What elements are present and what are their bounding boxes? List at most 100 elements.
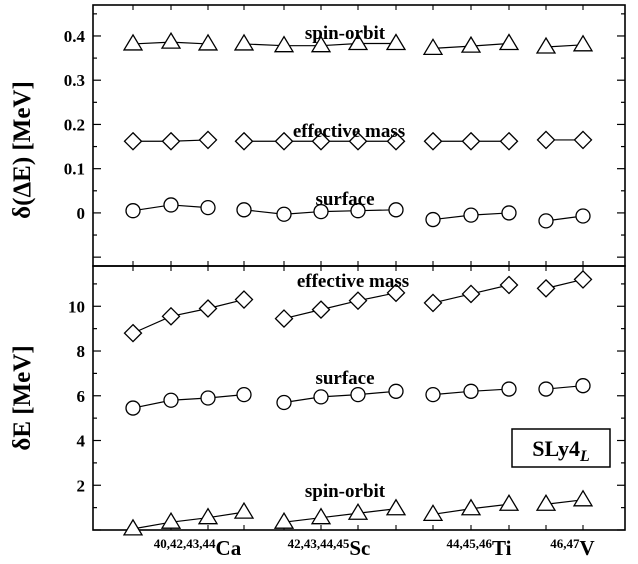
x-tick-label-sc: 42,43,44,45Sc bbox=[288, 536, 371, 560]
data-point-effective-mass bbox=[499, 131, 519, 151]
series-line-surface bbox=[283, 390, 397, 404]
panel-2-frame bbox=[92, 265, 626, 531]
y-tick-label: 2 bbox=[77, 476, 86, 495]
data-point-spin-orbit bbox=[460, 35, 482, 53]
y-tick-label: 0.4 bbox=[64, 27, 86, 46]
y-axis-label: δ(ΔE) [MeV] bbox=[9, 81, 36, 219]
data-point-surface bbox=[350, 203, 366, 219]
data-point-effective-mass bbox=[461, 131, 481, 151]
data-point-effective-mass bbox=[536, 130, 556, 150]
data-point-effective-mass bbox=[573, 130, 593, 150]
series-label-surface: surface bbox=[315, 189, 374, 210]
legend-box bbox=[511, 428, 611, 468]
data-point-spin-orbit bbox=[310, 35, 332, 53]
data-point-spin-orbit bbox=[498, 33, 520, 51]
series-line-surface bbox=[132, 394, 245, 409]
series-label-effective-mass: effective mass bbox=[293, 121, 405, 142]
y-tick-label: 0.2 bbox=[64, 115, 85, 134]
data-point-effective-mass bbox=[386, 283, 406, 303]
data-point-surface bbox=[163, 392, 179, 408]
series-label-surface: surface bbox=[315, 368, 374, 389]
data-point-spin-orbit bbox=[197, 33, 219, 51]
data-point-surface bbox=[538, 213, 554, 229]
data-point-spin-orbit bbox=[385, 33, 407, 51]
data-point-effective-mass bbox=[536, 278, 556, 298]
data-point-spin-orbit bbox=[572, 489, 594, 507]
data-point-surface bbox=[501, 381, 517, 397]
data-point-surface bbox=[388, 383, 404, 399]
data-point-effective-mass bbox=[423, 293, 443, 313]
series-line-spin-orbit bbox=[283, 508, 397, 523]
series-line-effective-mass bbox=[283, 292, 397, 320]
data-point-surface bbox=[425, 211, 441, 228]
data-point-surface bbox=[276, 394, 292, 411]
data-point-spin-orbit bbox=[385, 498, 407, 516]
data-point-surface bbox=[313, 203, 329, 220]
data-point-spin-orbit bbox=[460, 498, 482, 516]
data-point-effective-mass bbox=[234, 290, 254, 309]
data-point-surface bbox=[463, 383, 479, 399]
data-point-spin-orbit bbox=[422, 504, 444, 521]
data-point-effective-mass bbox=[386, 131, 406, 151]
data-point-effective-mass bbox=[198, 299, 218, 318]
data-point-effective-mass bbox=[348, 131, 368, 151]
data-point-effective-mass bbox=[311, 131, 331, 151]
data-point-spin-orbit bbox=[572, 34, 594, 52]
data-point-spin-orbit bbox=[273, 35, 295, 53]
x-tick-label-ti: 44,45,46Ti bbox=[447, 536, 512, 560]
data-point-effective-mass bbox=[161, 131, 181, 151]
x-tick-label-v: 46,47V bbox=[550, 536, 594, 560]
data-point-spin-orbit bbox=[347, 33, 369, 51]
y-tick-label: 0 bbox=[77, 204, 86, 223]
data-point-spin-orbit bbox=[310, 507, 332, 525]
data-point-effective-mass bbox=[423, 131, 443, 151]
data-point-spin-orbit bbox=[535, 494, 557, 511]
data-point-effective-mass bbox=[161, 306, 181, 326]
y-tick-label: 8 bbox=[77, 342, 86, 361]
data-point-effective-mass bbox=[573, 270, 593, 289]
data-point-spin-orbit bbox=[273, 511, 295, 529]
data-point-spin-orbit bbox=[122, 518, 144, 536]
data-point-spin-orbit bbox=[160, 31, 182, 49]
x-tick-label-ca: 40,42,43,44Ca bbox=[154, 536, 242, 560]
y-tick-label: 0.1 bbox=[64, 160, 85, 179]
data-point-surface bbox=[501, 205, 517, 221]
data-point-spin-orbit bbox=[535, 36, 557, 54]
series-label-spin-orbit: spin-orbit bbox=[305, 23, 386, 44]
y-tick-label: 0.3 bbox=[64, 71, 85, 90]
data-point-surface bbox=[425, 386, 441, 403]
data-point-spin-orbit bbox=[197, 507, 219, 525]
data-point-surface bbox=[538, 381, 554, 397]
data-point-surface bbox=[125, 400, 141, 416]
series-label-effective-mass: effective mass bbox=[297, 271, 409, 292]
data-point-effective-mass bbox=[348, 291, 368, 311]
series-line-spin-orbit bbox=[132, 511, 245, 530]
data-point-surface bbox=[575, 378, 591, 394]
data-point-spin-orbit bbox=[160, 511, 182, 529]
data-point-surface bbox=[388, 202, 404, 218]
data-point-surface bbox=[575, 208, 591, 224]
y-axis-label: δE [MeV] bbox=[9, 345, 36, 450]
series-line-effective-mass bbox=[132, 298, 245, 334]
data-point-effective-mass bbox=[461, 284, 481, 304]
data-point-surface bbox=[463, 207, 479, 223]
data-point-surface bbox=[200, 199, 216, 216]
y-tick-label: 10 bbox=[68, 297, 85, 316]
data-point-surface bbox=[350, 386, 366, 403]
data-point-spin-orbit bbox=[233, 501, 255, 519]
data-point-effective-mass bbox=[499, 275, 519, 295]
data-point-surface bbox=[313, 389, 329, 405]
data-point-surface bbox=[236, 386, 252, 403]
data-point-spin-orbit bbox=[233, 33, 255, 51]
data-point-surface bbox=[125, 203, 141, 219]
data-point-surface bbox=[276, 206, 292, 222]
data-point-spin-orbit bbox=[422, 38, 444, 56]
data-point-spin-orbit bbox=[122, 33, 144, 51]
data-point-surface bbox=[163, 197, 179, 213]
data-point-surface bbox=[200, 390, 216, 406]
data-point-spin-orbit bbox=[498, 494, 520, 511]
data-point-effective-mass bbox=[198, 130, 218, 150]
data-point-surface bbox=[236, 202, 252, 218]
data-point-effective-mass bbox=[274, 309, 294, 328]
